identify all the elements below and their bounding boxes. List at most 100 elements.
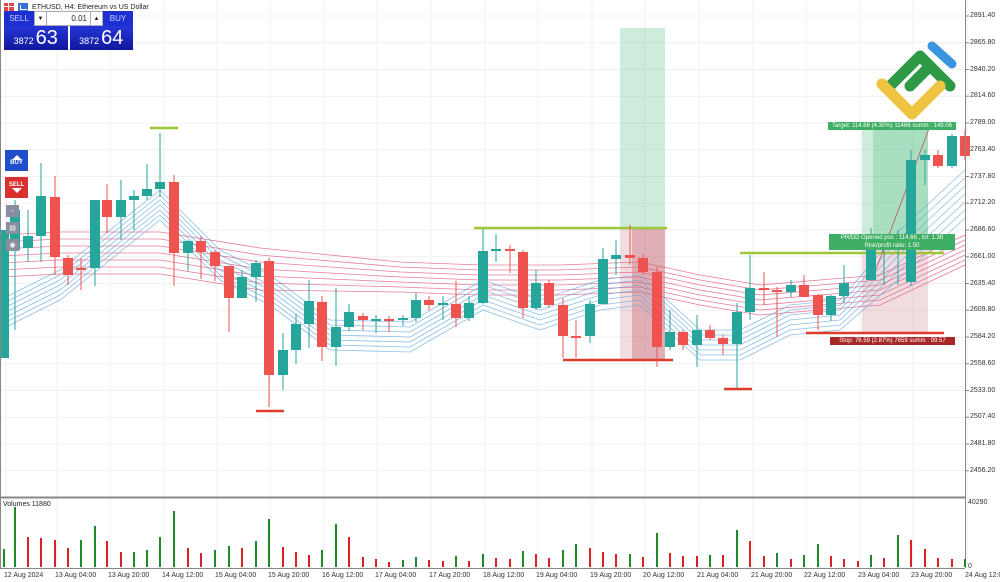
candle-body [826, 296, 836, 315]
candle-body [813, 295, 823, 315]
price-axis-label: 2763.40 [970, 145, 996, 153]
candle-body [142, 189, 152, 196]
lot-size-input[interactable]: 0.01 [47, 11, 90, 26]
price-axis-label: 2865.80 [970, 38, 996, 46]
sell-button[interactable]: SELL [4, 11, 34, 26]
time-axis-label: 23 Aug 20:00 [911, 572, 953, 579]
volume-bar [428, 560, 430, 567]
candle-body [598, 259, 608, 304]
volume-bar [442, 561, 444, 567]
candle-body [920, 155, 930, 160]
volume-bar [54, 540, 56, 567]
price-axis-label: 2789.00 [970, 119, 996, 126]
volume-bar [763, 556, 765, 567]
volume-bar [870, 555, 872, 567]
candle-body [839, 283, 849, 296]
volume-bar [857, 561, 859, 567]
document-icon[interactable]: ▤ [6, 222, 19, 234]
candle-body [451, 304, 461, 318]
volume-max-label: 40290 [968, 499, 988, 506]
volume-bar [629, 554, 631, 567]
time-axis-label: 20 Aug 12:00 [643, 572, 685, 579]
ema-fast-line [0, 209, 966, 356]
volume-bar [937, 558, 939, 567]
volume-bar [548, 558, 550, 567]
time-axis-label: 19 Aug 20:00 [590, 572, 632, 579]
stop-label: Stop: 76.59 (2.87%) 7659 summ : 99.57 [830, 337, 955, 345]
volume-bar [14, 507, 16, 567]
volume-bar [535, 554, 537, 567]
volume-bar [749, 541, 751, 567]
candle-body [371, 319, 381, 321]
volume-bar [615, 554, 617, 567]
volume-bar [415, 557, 417, 567]
candle-body [478, 251, 488, 303]
volume-bar [295, 552, 297, 567]
volume-bar [362, 557, 364, 567]
volume-bar [27, 537, 29, 567]
candle-body [464, 303, 474, 318]
volume-bar [482, 554, 484, 567]
candle-body [50, 197, 60, 257]
volume-bar [214, 550, 216, 567]
side-buy-button[interactable]: BUY [5, 150, 28, 171]
candle-body [331, 327, 341, 347]
volume-zero-label: 0 [968, 563, 972, 570]
candle-body [129, 196, 139, 200]
opened-position-label: PR/DD Opened pos : 114.66 , lot: 1.30 Ri… [829, 234, 955, 250]
candle-body [491, 249, 501, 251]
candle-body [210, 252, 220, 266]
volume-bar [642, 557, 644, 567]
candle-body [611, 255, 621, 259]
buy-button[interactable]: BUY [103, 11, 133, 26]
volume-bar [159, 537, 161, 567]
bid-price-prefix: 3872 [13, 36, 34, 46]
candle-body [625, 255, 635, 258]
candle-body [571, 336, 581, 338]
target-zone [862, 126, 928, 235]
price-axis-label: 2533.00 [970, 386, 996, 394]
volume-bar [910, 540, 912, 567]
eye-icon[interactable]: ◉ [6, 239, 19, 251]
price-axis-label: 2686.60 [970, 226, 996, 233]
volume-bar [228, 546, 230, 567]
trade-path-line [871, 125, 931, 281]
candle-body [866, 250, 876, 280]
volume-bar [575, 544, 577, 567]
volume-bar [562, 550, 564, 567]
grid-icon [4, 3, 14, 11]
side-sell-button[interactable]: SELL [5, 177, 28, 198]
ask-price-button[interactable]: 3872 64 [69, 26, 133, 50]
chart-title-bar: ETHUSD, H4: Ethereum vs US Dollar [4, 3, 149, 11]
opened-position-text: PR/DD Opened pos : 114.66 , lot: 1.30 [840, 235, 944, 241]
volume-bar [776, 553, 778, 567]
time-axis-label: 16 Aug 12:00 [322, 572, 364, 579]
volume-bar [951, 559, 953, 567]
volume-bar [146, 550, 148, 567]
price-axis-label: 2814.60 [970, 92, 996, 100]
candle-body [0, 230, 9, 358]
volume-bar [94, 526, 96, 567]
candle-body [786, 285, 796, 292]
candle-body [155, 182, 165, 189]
candle-body [224, 266, 234, 298]
candle-body [759, 288, 769, 290]
candle-body [76, 268, 86, 270]
candle-body [169, 182, 179, 253]
volume-bar [282, 547, 284, 567]
volume-bar [241, 548, 243, 567]
lock-icon[interactable]: ▫ [6, 205, 19, 217]
bid-price-button[interactable]: 3872 63 [4, 26, 68, 50]
price-axis-label: 2661.00 [970, 252, 996, 260]
lot-increase-button[interactable]: ▲ [90, 11, 103, 26]
candle-body [772, 290, 782, 292]
volume-bar [589, 548, 591, 567]
time-axis-label: 22 Aug 12:00 [804, 572, 846, 579]
candle-body [90, 200, 100, 268]
candle-body [558, 305, 568, 336]
candle-body [251, 263, 261, 277]
side-sell-label: SELL [8, 182, 25, 188]
lot-decrease-button[interactable]: ▼ [34, 11, 47, 26]
volume-bar [268, 519, 270, 567]
